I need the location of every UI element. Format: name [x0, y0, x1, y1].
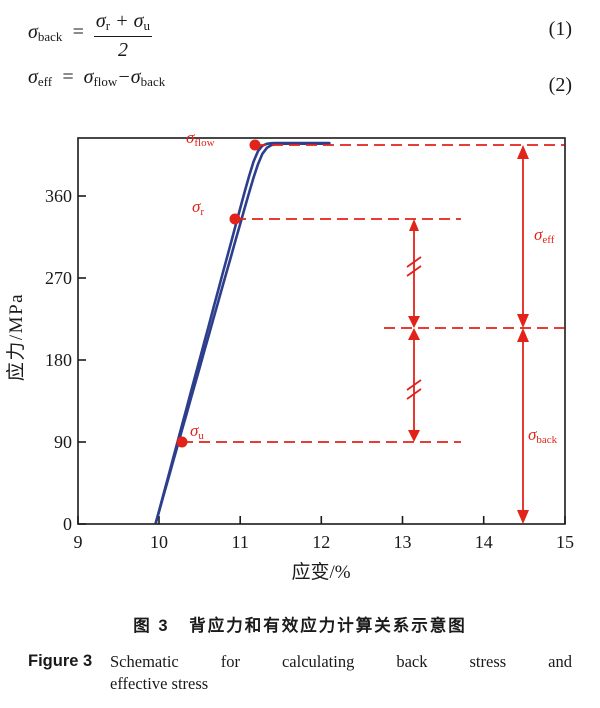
svg-text:σu: σu: [190, 421, 204, 442]
svg-text:0: 0: [63, 514, 72, 534]
svg-text:13: 13: [394, 532, 412, 552]
svg-text:180: 180: [45, 350, 72, 370]
svg-text:90: 90: [54, 432, 72, 452]
svg-text:9: 9: [74, 532, 83, 552]
svg-text:σeff: σeff: [534, 225, 555, 246]
svg-text:12: 12: [312, 532, 330, 552]
svg-text:应力/MPa: 应力/MPa: [5, 293, 27, 381]
svg-text:σflow: σflow: [186, 128, 215, 149]
svg-text:14: 14: [475, 532, 493, 552]
svg-text:360: 360: [45, 186, 72, 206]
svg-text:15: 15: [556, 532, 574, 552]
svg-text:10: 10: [150, 532, 168, 552]
svg-text:270: 270: [45, 268, 72, 288]
svg-text:σback: σback: [528, 425, 558, 446]
svg-text:11: 11: [232, 532, 249, 552]
svg-text:应变/%: 应变/%: [291, 561, 350, 583]
svg-text:σr: σr: [192, 197, 204, 218]
